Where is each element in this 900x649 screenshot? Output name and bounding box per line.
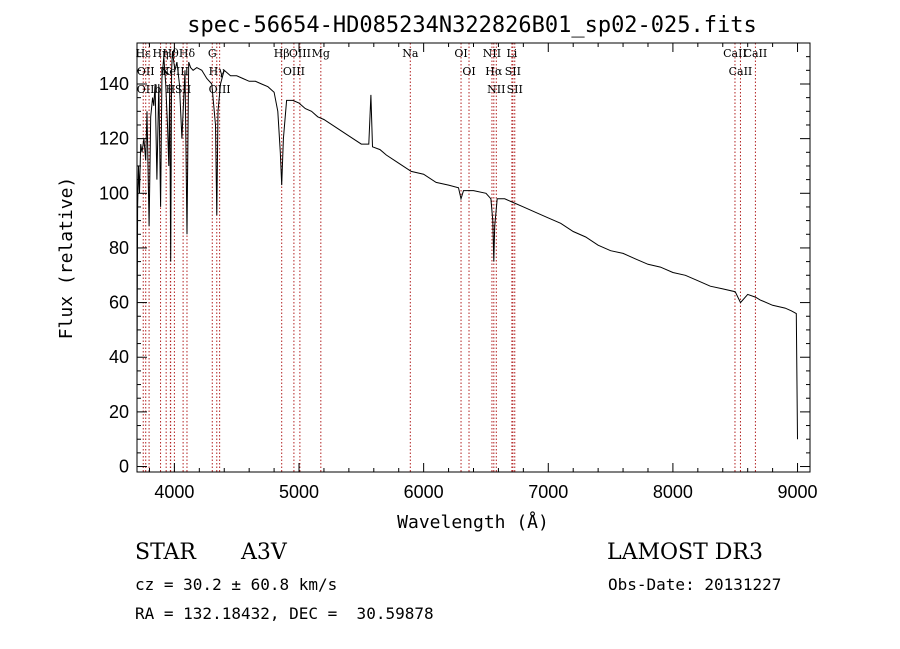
x-axis-label: Wavelength (Å)	[397, 511, 549, 533]
line-marker-label-14: OIII	[283, 65, 305, 78]
x-axis-ticks: 4000 5000 6000 7000 8000 9000	[148, 43, 818, 502]
x-tick-label-5: 9000	[778, 482, 818, 502]
x-tick-label-3: 7000	[528, 482, 568, 502]
line-marker-label-4: K	[162, 65, 171, 78]
line-marker-label-3: Hη	[152, 47, 168, 60]
line-marker-label-27: CaII	[729, 65, 753, 78]
y-tick-label-6: 120	[99, 129, 129, 149]
x-tick-label-4: 8000	[653, 482, 693, 502]
y-tick-label-1: 20	[109, 402, 129, 422]
spectrum-line	[136, 51, 798, 440]
line-marker-label-25: SII	[507, 83, 523, 96]
line-marker-label-20: NII	[483, 47, 501, 60]
y-tick-label-7: 140	[99, 74, 129, 94]
redshift-text: cz = 30.2 ± 60.8 km/s	[135, 575, 338, 594]
line-marker-label-23: Li	[506, 47, 517, 60]
y-axis-label: Flux (relative)	[56, 177, 77, 340]
object-class: STAR	[135, 540, 196, 565]
y-tick-label-4: 80	[109, 238, 129, 258]
line-marker-label-13: Hβ	[274, 47, 290, 60]
line-marker-label-21: Hα	[485, 65, 503, 78]
line-marker-label-10: G	[208, 47, 217, 60]
line-marker-label-26: CaII	[723, 47, 747, 60]
line-marker-label-0: Hε	[136, 47, 152, 60]
subclass: A3V	[241, 540, 287, 565]
coordinates: RA = 132.18432, DEC = 30.59878	[135, 604, 434, 623]
line-marker-label-5: H	[166, 83, 176, 96]
survey-name: LAMOST DR3	[607, 540, 763, 565]
line-marker-label-9: Hδ	[179, 47, 196, 60]
y-tick-label-3: 60	[109, 293, 129, 313]
obs-date: Obs-Date: 20131227	[608, 575, 782, 594]
x-tick-label-1: 5000	[279, 482, 319, 502]
y-tick-label-5: 100	[99, 183, 129, 203]
line-marker-label-6: Hθ	[163, 47, 180, 60]
x-tick-label-0: 4000	[154, 482, 194, 502]
line-marker-label-28: CaII	[744, 47, 768, 60]
chart-title: spec-56654-HD085234N322826B01_sp02-025.f…	[187, 13, 757, 38]
line-marker-label-11: Hγ	[209, 65, 226, 78]
plot-frame	[136, 42, 811, 473]
line-marker-label-2: OIIb	[137, 83, 162, 96]
line-marker-label-15: OIII	[289, 47, 311, 60]
line-marker-label-22: NII	[487, 83, 505, 96]
y-tick-label-2: 40	[109, 347, 129, 367]
line-marker-label-19: OI	[462, 65, 475, 78]
line-marker-label-7: NeIII	[160, 65, 189, 78]
line-marker-label-1: OII	[137, 65, 155, 78]
line-marker-label-17: Na	[402, 47, 419, 60]
line-marker-label-24: SII	[505, 65, 521, 78]
line-marker-label-18: OI	[454, 47, 467, 60]
line-markers	[142, 43, 756, 472]
y-axis-ticks: 0 20 40 60 80 100 120 140	[99, 56, 810, 477]
y-tick-label-0: 0	[119, 457, 129, 477]
x-tick-label-2: 6000	[404, 482, 444, 502]
line-marker-label-16: Mg	[312, 47, 330, 60]
